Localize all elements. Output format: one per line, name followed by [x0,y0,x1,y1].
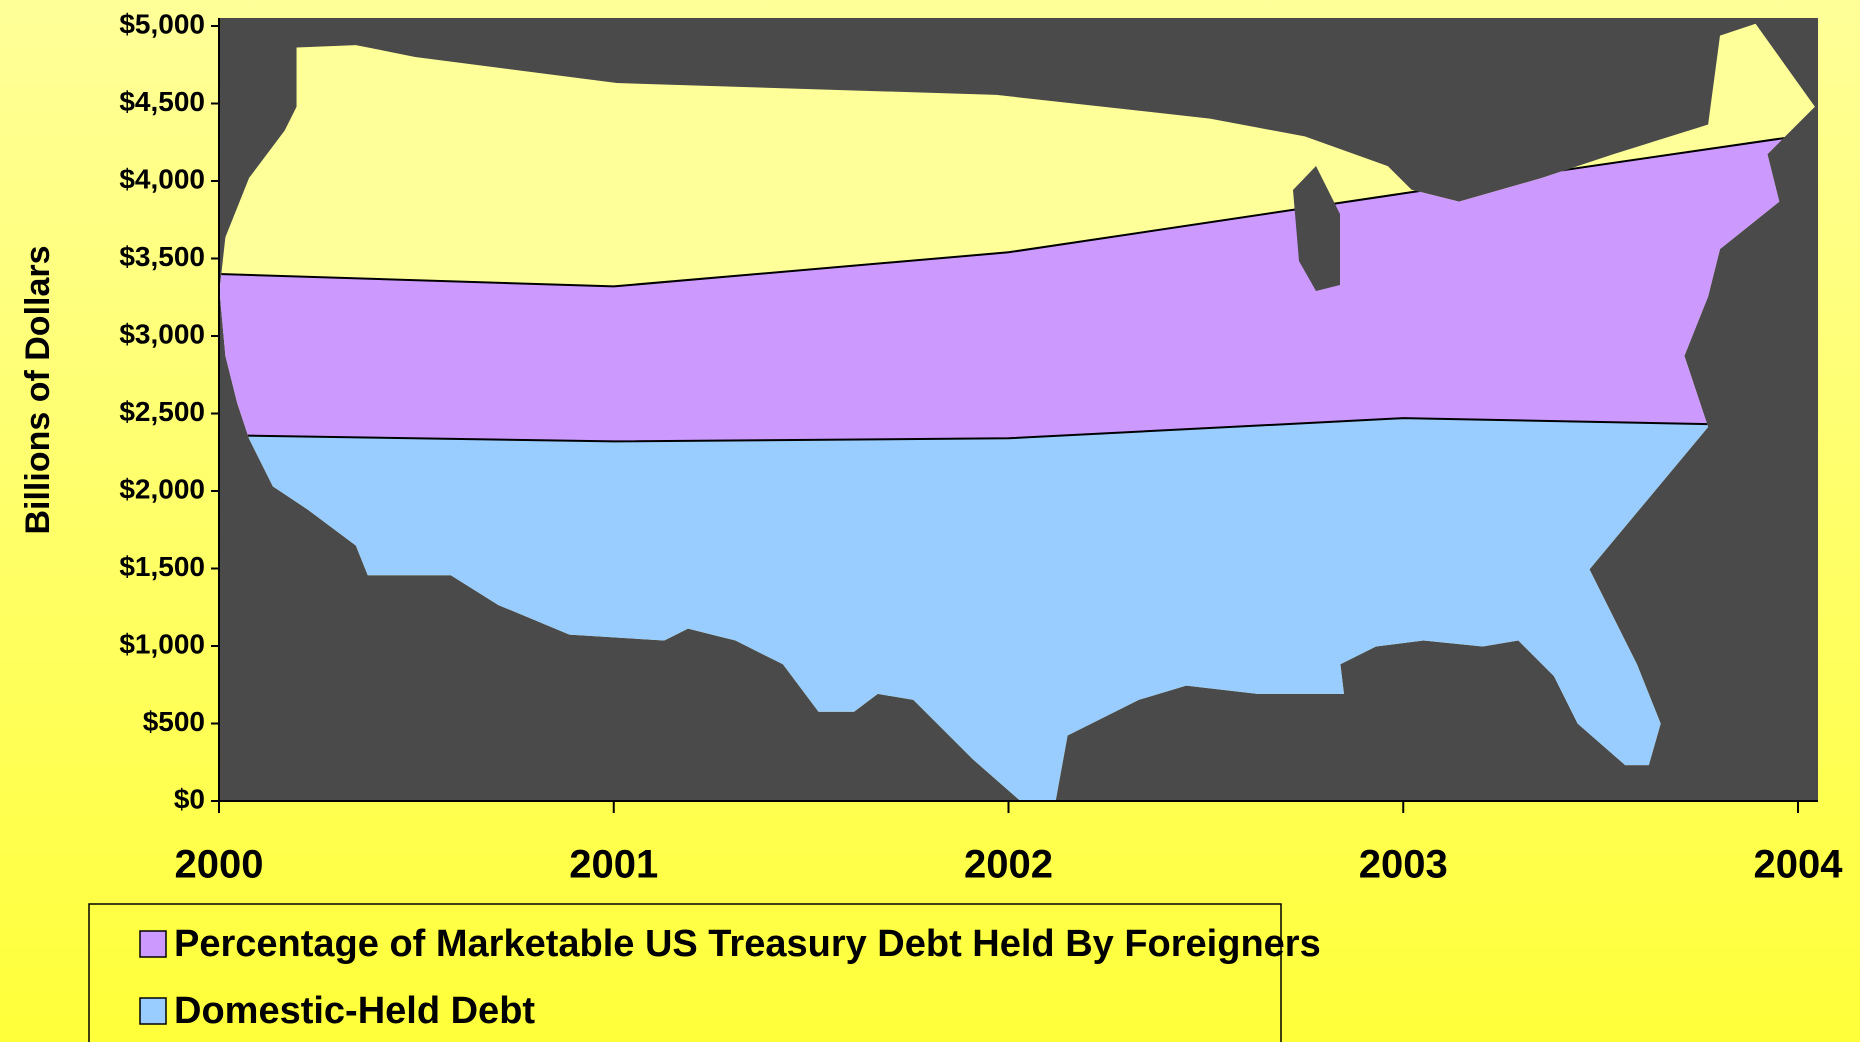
x-tick-label: 2004 [1754,843,1844,887]
y-tick-label: $4,000 [119,163,205,194]
area-line [219,417,1799,443]
legend-label: Percentage of Marketable US Treasury Deb… [174,923,1321,965]
legend-swatch [139,930,167,958]
y-tick-label: $5,000 [119,8,205,39]
y-tick-label: $3,500 [119,241,205,272]
y-tick-label: $3,000 [119,318,205,349]
area [219,136,1798,442]
legend-box [88,903,1282,1042]
y-tick-label: $500 [143,706,205,737]
x-tick-label: 2002 [964,843,1053,887]
y-tick-label: $1,000 [119,628,205,659]
y-axis-title: Billions of Dollars [19,245,57,534]
legend-label: Domestic-Held Debt [174,990,535,1032]
x-tick-label: 2003 [1359,843,1448,887]
y-tick-label: $2,500 [119,396,205,427]
legend-swatch [139,997,167,1025]
x-tick-label: 2001 [569,843,658,887]
y-tick-label: $2,000 [119,473,205,504]
x-tick-label: 2000 [175,843,264,887]
y-tick-label: $0 [174,783,205,814]
lake [1293,166,1340,291]
y-tick-label: $1,500 [119,551,205,582]
y-tick-label: $4,500 [119,86,205,117]
